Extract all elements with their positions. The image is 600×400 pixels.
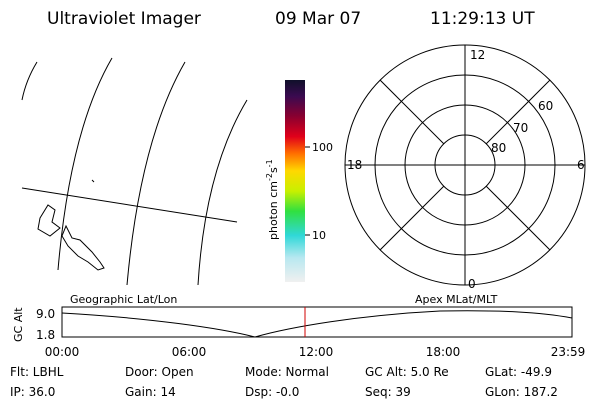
status-field: GLon: 187.2 [485, 385, 558, 399]
x-tick-label: 06:00 [172, 345, 207, 359]
meridian [197, 99, 248, 286]
label-exponent: -2 [265, 173, 274, 181]
date: 09 Mar 07 [275, 9, 361, 29]
y-axis-label: GC Alt [12, 307, 25, 342]
status-field: Dsp: -0.0 [245, 385, 299, 399]
y-tick-label: 9.0 [36, 307, 55, 321]
time: 11:29:13 UT [430, 9, 535, 29]
status-field: IP: 36.0 [10, 385, 55, 399]
mlat-label: 60 [538, 99, 553, 113]
status-field: Gain: 14 [125, 385, 176, 399]
meridian [21, 61, 38, 101]
status-field: Seq: 39 [365, 385, 411, 399]
mlt-line [485, 185, 551, 251]
status-field: Flt: LBHL [10, 365, 64, 379]
meridian [126, 61, 186, 286]
mlt-line [379, 185, 445, 251]
polar-grid [344, 44, 586, 286]
y-tick-label: 1.8 [36, 328, 55, 342]
label-unit: s [267, 167, 280, 173]
island [91, 179, 95, 183]
status-field: GC Alt: 5.0 Re [365, 365, 449, 379]
plot-title: Geographic Lat/Lon [70, 293, 177, 306]
mlt-label: 18 [347, 158, 362, 172]
x-tick-label: 00:00 [45, 345, 80, 359]
status-field: GLat: -49.9 [485, 365, 552, 379]
mlt-label: 6 [577, 158, 585, 172]
x-tick-label: 18:00 [426, 345, 461, 359]
coastline [61, 224, 105, 271]
colorbar-label: photon cm-2s-1 [265, 159, 280, 240]
label-text: photon cm [267, 181, 280, 240]
mlat-label: 80 [491, 141, 506, 155]
mlt-label: 0 [468, 277, 476, 291]
x-tick-label: 23:59 [551, 345, 586, 359]
mlt-line [485, 79, 551, 145]
altitude-curve [61, 310, 573, 338]
plot-title: Apex MLat/MLT [415, 293, 498, 306]
mlat-label: 70 [513, 121, 528, 135]
x-tick-label: 12:00 [299, 345, 334, 359]
meridian [57, 57, 113, 271]
colorbar [285, 80, 305, 282]
x-tick-labels: 00:00 06:00 12:00 18:00 23:59 [45, 345, 586, 359]
status-panel: Flt: LBHL Door: Open Mode: Normal GC Alt: 5… [10, 365, 558, 399]
title: Ultraviolet Imager [47, 9, 201, 29]
colorbar-tick-label: 100 [312, 141, 333, 154]
parallel [21, 187, 238, 223]
mlt-line [379, 79, 445, 145]
map [21, 57, 248, 286]
plot-frame [61, 306, 573, 338]
status-field: Mode: Normal [245, 365, 329, 379]
label-exponent: -1 [265, 159, 274, 167]
mlt-label: 12 [470, 48, 485, 62]
colorbar-tick-label: 10 [312, 229, 326, 242]
status-field: Door: Open [125, 365, 194, 379]
coastline [37, 204, 61, 237]
